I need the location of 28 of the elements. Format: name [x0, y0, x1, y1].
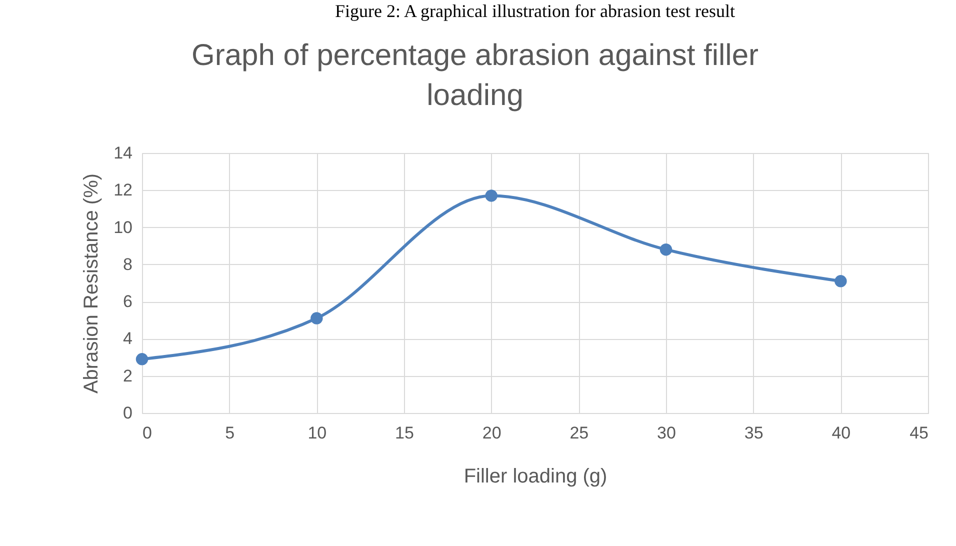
x-tick-label: 40 [832, 424, 851, 442]
point [310, 312, 323, 324]
x-tick-label: 35 [744, 424, 764, 442]
x-tick-label: 25 [570, 424, 589, 442]
y-tick-label: 6 [123, 292, 132, 312]
x-tick-label: 20 [482, 424, 502, 442]
y-tick-label: 2 [123, 366, 132, 386]
point [136, 353, 148, 366]
y-tick-label: 14 [114, 144, 132, 162]
y-tick-label: 10 [114, 218, 132, 237]
x-tick-label: 10 [308, 424, 327, 442]
text: loading [426, 79, 524, 112]
y-axis-title: Abrasion Resistance (%) [80, 173, 103, 394]
point [660, 243, 672, 256]
x-tick-label: 30 [657, 424, 676, 442]
y-tick-label: 12 [114, 180, 132, 200]
point [485, 190, 498, 202]
x-axis-title: Filler loading (g) [464, 466, 608, 488]
text: Graph of percentage abrasion against filler [191, 39, 759, 72]
x-tick-label: 15 [395, 424, 414, 442]
y-tick-label: 0 [123, 404, 132, 422]
x-tick-label: 5 [225, 424, 235, 442]
caption: Figure 2: A graphical illustration for abrasion test result [335, 1, 735, 21]
x-tick-label: 45 [910, 424, 928, 442]
y-tick-label: 8 [123, 254, 132, 274]
x-tick-label: 0 [142, 424, 152, 442]
y-tick-label: 4 [123, 329, 132, 348]
point [834, 275, 847, 288]
